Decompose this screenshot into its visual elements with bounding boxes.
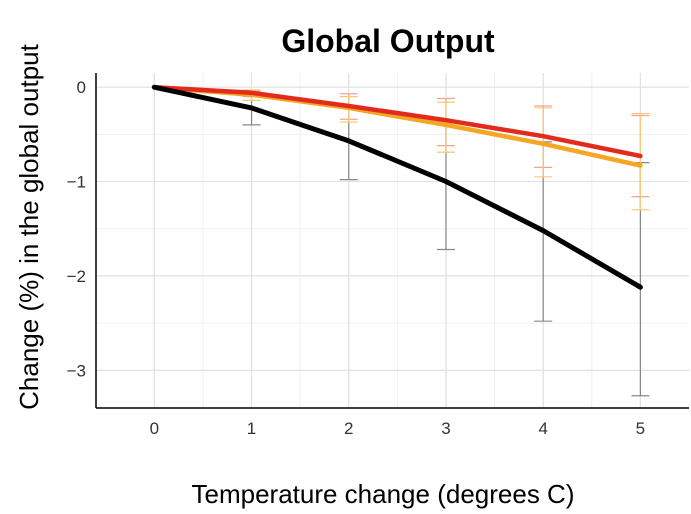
series-line xyxy=(151,84,643,290)
x-tick-labels: 0 1 2 3 4 5 xyxy=(150,419,646,438)
y-tick-label: 0 xyxy=(77,78,86,97)
x-tick-label: 4 xyxy=(538,419,547,438)
y-tick-label: −1 xyxy=(67,173,86,192)
y-axis-label: Change (%) in the global output xyxy=(14,43,44,409)
x-tick-label: 1 xyxy=(247,419,256,438)
x-axis-label: Temperature change (degrees C) xyxy=(192,479,575,509)
chart-title: Global Output xyxy=(281,23,495,59)
x-tick-label: 5 xyxy=(636,419,645,438)
x-tick-label: 2 xyxy=(344,419,353,438)
grid xyxy=(96,73,689,408)
y-tick-labels: 0 −1 −2 −3 xyxy=(67,78,86,380)
axes xyxy=(95,73,689,409)
series-line xyxy=(152,84,643,159)
x-tick-label: 0 xyxy=(150,419,159,438)
y-tick-label: −3 xyxy=(67,361,86,380)
y-tick-label: −2 xyxy=(67,267,86,286)
x-tick-label: 3 xyxy=(441,419,450,438)
series-lines xyxy=(151,84,643,290)
